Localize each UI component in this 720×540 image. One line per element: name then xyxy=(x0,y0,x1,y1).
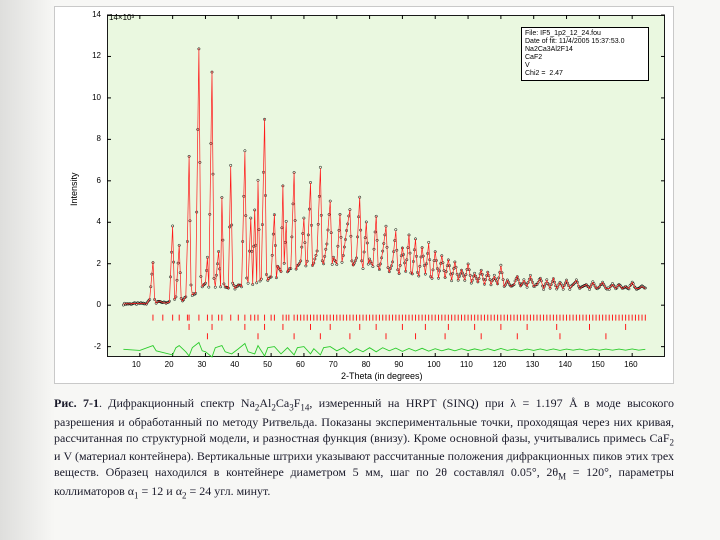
figure-panel: -20246810121414×10³102030405060708090100… xyxy=(54,6,674,384)
fit-info-box: File: IF5_1p2_12_24.fou Date of fit: 11/… xyxy=(521,27,649,81)
slide-page: -20246810121414×10³102030405060708090100… xyxy=(0,0,720,540)
bragg-ticks-phase2 xyxy=(189,324,626,330)
fit-line xyxy=(123,48,645,304)
slide-left-shadow xyxy=(0,0,55,540)
bragg-ticks-phase1 xyxy=(153,315,645,321)
bragg-ticks-phase3 xyxy=(207,333,605,339)
figure-caption: Рис. 7-1. Дифракционный спектр Na2Al2Ca3… xyxy=(54,395,674,502)
